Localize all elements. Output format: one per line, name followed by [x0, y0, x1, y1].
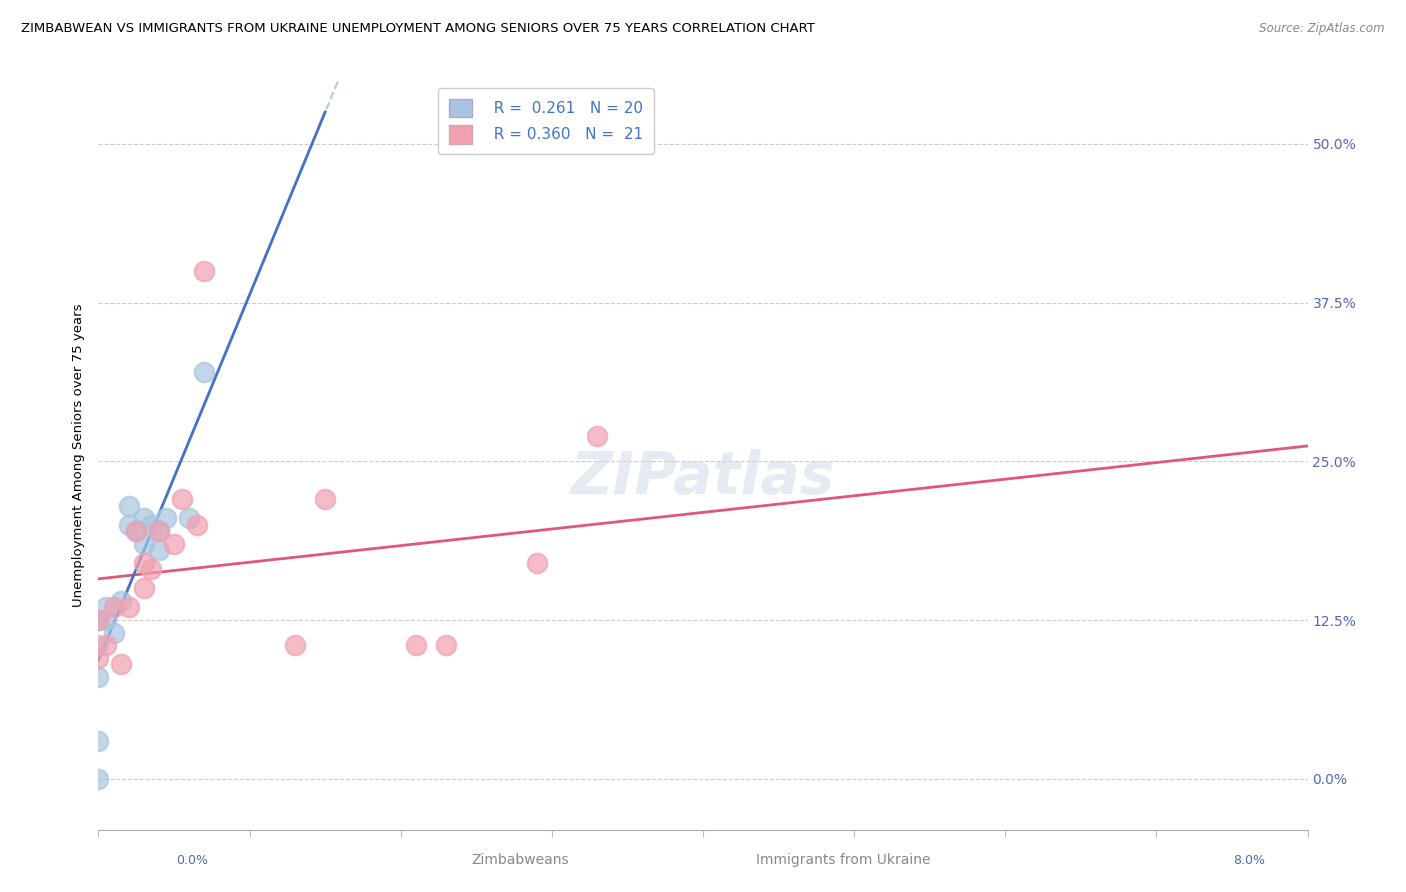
- Point: [118, 517, 141, 532]
- Text: Immigrants from Ukraine: Immigrants from Ukraine: [756, 853, 931, 867]
- Point: [405, 639, 427, 653]
- Point: [118, 600, 141, 615]
- Point: [94, 613, 117, 627]
- Point: [132, 556, 155, 570]
- Point: [186, 517, 208, 532]
- Point: [87, 613, 110, 627]
- Point: [284, 639, 307, 653]
- Point: [148, 543, 170, 558]
- Text: Zimbabweans: Zimbabweans: [471, 853, 569, 867]
- Point: [132, 581, 155, 595]
- Point: [118, 499, 141, 513]
- Point: [94, 600, 117, 615]
- Point: [110, 657, 132, 672]
- Point: [141, 517, 163, 532]
- Point: [170, 492, 193, 507]
- Text: Source: ZipAtlas.com: Source: ZipAtlas.com: [1260, 22, 1385, 36]
- Point: [193, 365, 215, 379]
- Text: ZIPatlas: ZIPatlas: [571, 449, 835, 506]
- Point: [193, 264, 215, 278]
- Point: [94, 639, 117, 653]
- Point: [434, 639, 457, 653]
- Point: [155, 511, 177, 525]
- Point: [141, 562, 163, 576]
- Point: [179, 511, 201, 525]
- Point: [87, 670, 110, 684]
- Text: 8.0%: 8.0%: [1233, 854, 1265, 867]
- Point: [103, 600, 125, 615]
- Point: [125, 524, 148, 538]
- Point: [314, 492, 336, 507]
- Point: [103, 625, 125, 640]
- Point: [163, 537, 186, 551]
- Point: [125, 524, 148, 538]
- Legend:   R =  0.261   N = 20,   R = 0.360   N =  21: R = 0.261 N = 20, R = 0.360 N = 21: [439, 88, 654, 154]
- Y-axis label: Unemployment Among Seniors over 75 years: Unemployment Among Seniors over 75 years: [72, 303, 86, 607]
- Point: [586, 429, 609, 443]
- Point: [148, 524, 170, 538]
- Point: [148, 524, 170, 538]
- Point: [132, 537, 155, 551]
- Text: 0.0%: 0.0%: [176, 854, 208, 867]
- Text: ZIMBABWEAN VS IMMIGRANTS FROM UKRAINE UNEMPLOYMENT AMONG SENIORS OVER 75 YEARS C: ZIMBABWEAN VS IMMIGRANTS FROM UKRAINE UN…: [21, 22, 815, 36]
- Point: [87, 639, 110, 653]
- Point: [87, 651, 110, 665]
- Point: [526, 556, 548, 570]
- Point: [132, 511, 155, 525]
- Point: [110, 594, 132, 608]
- Point: [87, 733, 110, 747]
- Point: [87, 613, 110, 627]
- Point: [87, 772, 110, 786]
